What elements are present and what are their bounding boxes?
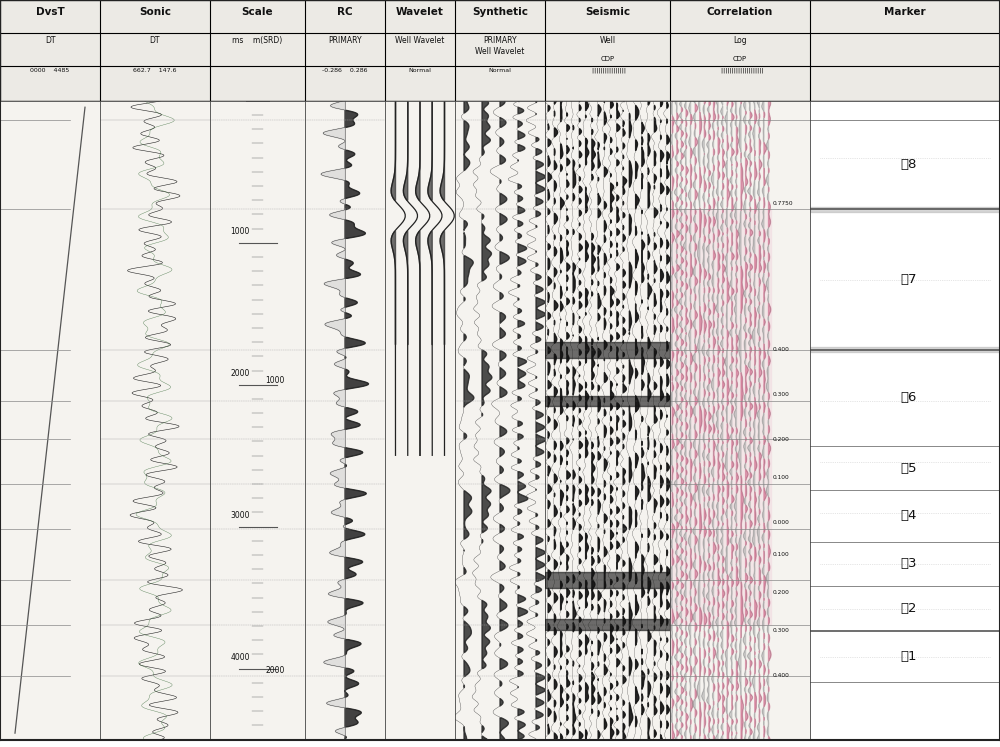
Text: 0.300: 0.300 — [772, 392, 789, 397]
Bar — [545, 342, 670, 358]
Text: Seismic: Seismic — [585, 7, 630, 17]
Text: 0.300: 0.300 — [772, 628, 789, 633]
Text: 层4: 层4 — [901, 509, 917, 522]
Text: DT: DT — [150, 37, 160, 46]
Bar — [670, 209, 771, 624]
Text: Log: Log — [733, 37, 747, 46]
Text: 2000: 2000 — [265, 666, 284, 675]
Text: 层5: 层5 — [901, 462, 917, 474]
Text: 层2: 层2 — [901, 602, 917, 615]
Text: 0.000: 0.000 — [772, 520, 789, 525]
Text: Wavelet: Wavelet — [396, 7, 444, 17]
Text: 层7: 层7 — [901, 273, 917, 286]
Text: -0.286    0.286: -0.286 0.286 — [322, 67, 368, 72]
Text: Normal: Normal — [489, 67, 511, 72]
Text: 0.400: 0.400 — [772, 673, 789, 678]
Bar — [810, 347, 1000, 353]
Text: 0.7750: 0.7750 — [772, 200, 793, 205]
Text: 层3: 层3 — [901, 557, 917, 571]
Text: PRIMARY
Well Wavelet: PRIMARY Well Wavelet — [475, 37, 525, 56]
Text: PRIMARY: PRIMARY — [328, 37, 362, 46]
Bar — [810, 207, 1000, 212]
Text: 层6: 层6 — [901, 391, 917, 404]
Text: 3000: 3000 — [230, 511, 250, 520]
Text: 4000: 4000 — [230, 653, 250, 662]
Text: Well: Well — [599, 37, 616, 46]
Text: 层1: 层1 — [901, 650, 917, 663]
Text: 0.100: 0.100 — [772, 552, 789, 557]
Text: 0.200: 0.200 — [772, 590, 789, 595]
Text: ||||||||||||||||: |||||||||||||||| — [588, 67, 626, 73]
Text: CDP: CDP — [600, 57, 615, 63]
Text: RC: RC — [337, 7, 353, 17]
Text: Well Wavelet: Well Wavelet — [395, 37, 445, 46]
Text: 1000: 1000 — [231, 227, 250, 236]
Text: 层8: 层8 — [901, 158, 917, 171]
Text: Correlation: Correlation — [707, 7, 773, 17]
Bar — [545, 572, 670, 588]
Text: Sonic: Sonic — [139, 7, 171, 17]
Text: DvsT: DvsT — [36, 7, 64, 17]
Text: Normal: Normal — [409, 67, 431, 72]
Text: Synthetic: Synthetic — [472, 7, 528, 17]
Text: 0000    4485: 0000 4485 — [30, 67, 70, 72]
Text: Scale: Scale — [242, 7, 273, 17]
Text: Marker: Marker — [884, 7, 926, 17]
Text: 662.7    147.6: 662.7 147.6 — [133, 67, 177, 72]
Text: ms    m(SRD): ms m(SRD) — [232, 37, 283, 46]
Text: 0.200: 0.200 — [772, 437, 789, 441]
Text: 1000: 1000 — [265, 376, 284, 385]
Bar — [545, 619, 670, 630]
Text: 2000: 2000 — [231, 369, 250, 378]
Text: 0.100: 0.100 — [772, 475, 789, 480]
Bar — [545, 396, 670, 406]
Text: DT: DT — [45, 37, 55, 46]
Text: CDP: CDP — [733, 57, 747, 63]
Text: 0.400: 0.400 — [772, 347, 789, 353]
Text: ||||||||||||||||||||: |||||||||||||||||||| — [717, 67, 763, 73]
